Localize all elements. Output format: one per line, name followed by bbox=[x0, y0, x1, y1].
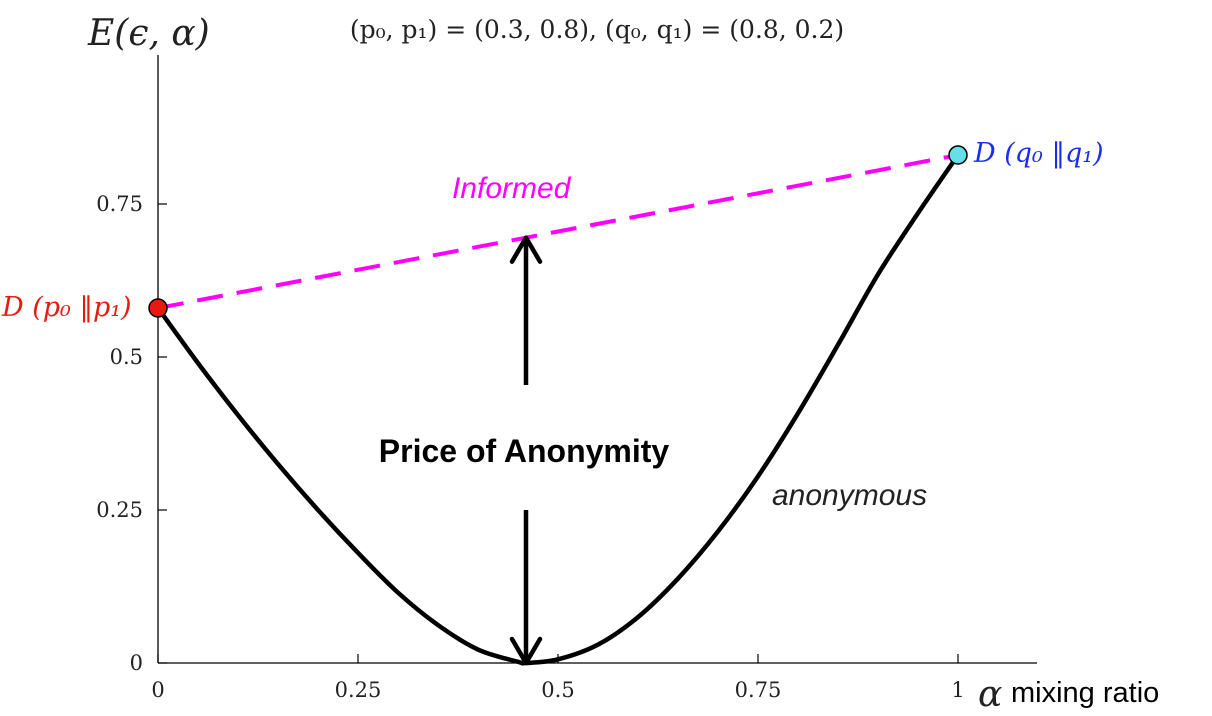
x-axis-label: mixing ratio bbox=[1011, 677, 1159, 709]
x-axis-symbol: α bbox=[978, 674, 1002, 715]
series-line-informed bbox=[157, 153, 959, 311]
endpoint-label-q: D (q₀ ‖q₁) bbox=[973, 138, 1104, 169]
x-tick-label: 0.5 bbox=[541, 678, 574, 702]
endpoint-label-p: D (p₀ ‖p₁) bbox=[1, 292, 132, 323]
chart-title: (p₀, p₁) = (0.3, 0.8), (q₀, q₁) = (0.8, … bbox=[350, 15, 844, 44]
annotation-price-of-anonymity: Price of Anonymity bbox=[379, 433, 670, 469]
price-of-anonymity-arrows bbox=[509, 235, 543, 666]
y-tick-label: 0 bbox=[130, 651, 143, 675]
endpoint-marker-p bbox=[148, 298, 168, 318]
arrow-down-head bbox=[509, 636, 543, 666]
series-label-informed: Informed bbox=[452, 172, 572, 205]
x-tick-label: 0.75 bbox=[735, 678, 782, 702]
x-tick-label: 0.25 bbox=[335, 678, 382, 702]
y-tick-label: 0.75 bbox=[96, 192, 143, 216]
x-tick-label: 1 bbox=[951, 678, 964, 702]
y-tick-label: 0.5 bbox=[110, 345, 143, 369]
x-tick-label: 0 bbox=[151, 678, 164, 702]
endpoint-marker-q bbox=[948, 145, 968, 165]
series-line-anonymous bbox=[155, 152, 961, 666]
y-axis-label: E(ϵ, α) bbox=[87, 13, 210, 54]
arrow-up-head bbox=[509, 235, 543, 264]
series-label-anonymous: anonymous bbox=[772, 479, 927, 512]
y-tick-label: 0.25 bbox=[96, 498, 143, 522]
